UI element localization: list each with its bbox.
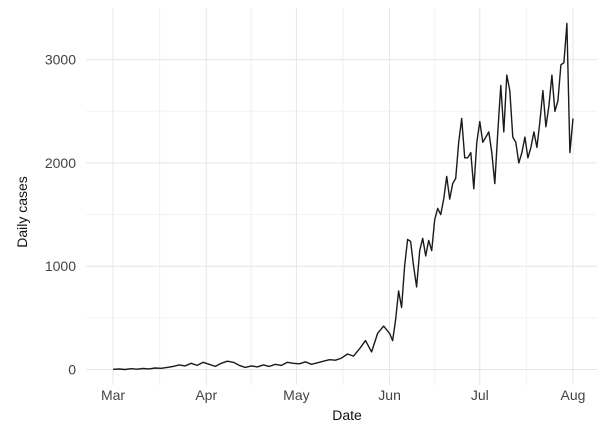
x-tick-label: Aug: [560, 387, 585, 403]
y-axis-tick-labels: 0 1000 2000 3000: [45, 52, 76, 378]
y-tick-label: 0: [68, 362, 76, 378]
x-tick-label: Apr: [195, 387, 217, 403]
y-tick-label: 2000: [45, 155, 76, 171]
x-axis-tick-labels: Mar Apr May Jun Jul Aug: [101, 387, 585, 403]
x-axis-title: Date: [332, 407, 362, 423]
y-tick-label: 1000: [45, 258, 76, 274]
series-layer: [113, 22, 574, 371]
y-axis-title: Daily cases: [14, 176, 30, 248]
grid: [86, 8, 597, 385]
x-tick-label: Jun: [378, 387, 401, 403]
x-tick-label: Mar: [101, 387, 125, 403]
y-tick-label: 3000: [45, 52, 76, 68]
x-tick-label: Jul: [471, 387, 489, 403]
x-tick-label: May: [283, 387, 309, 403]
daily-cases-line: [113, 22, 574, 371]
